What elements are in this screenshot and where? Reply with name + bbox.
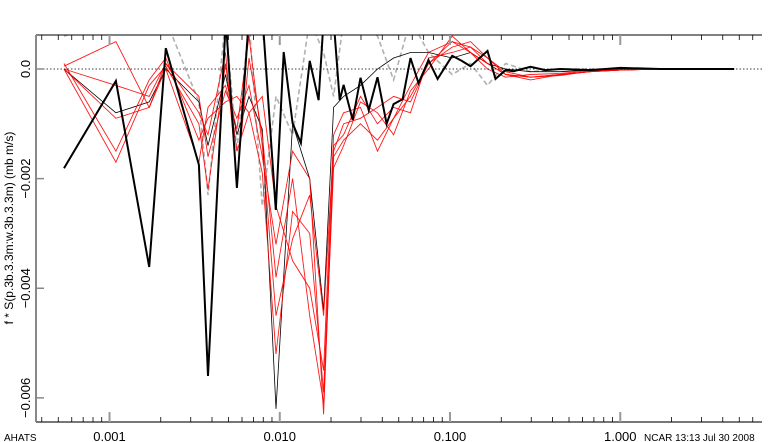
series-line-main [63,35,735,377]
y-axis-label: f * S(p.3b.3.3m:w.3b.3.3m) (mb m/s) [2,132,16,325]
corner-right-label: NCAR 13:13 Jul 30 2008 [644,433,755,442]
x-tick-label: 0.001 [93,429,126,442]
series-line-thin-black [63,52,735,409]
series-layer [63,35,735,415]
x-tick-label: 1.000 [604,429,637,442]
x-tick-label: 0.100 [434,429,467,442]
corner-left-label: AHATS [4,433,37,442]
y-tick-label: 0.0 [18,60,33,78]
series-line-red-3 [63,41,735,371]
series-line-gray-dashed [63,35,735,207]
x-tick-label: 0.010 [263,429,296,442]
axis-ticks: 0.001 0.010 0.100 1.000 0.0 −0.002 −0.004 −0.00… [18,35,754,442]
series-line-red-1 [63,41,735,415]
y-tick-label: −0.004 [18,268,33,308]
series-line-red-5 [63,35,735,404]
y-tick-label: −0.006 [18,378,33,418]
series-line-red-4 [63,41,735,393]
y-tick-label: −0.002 [18,159,33,199]
